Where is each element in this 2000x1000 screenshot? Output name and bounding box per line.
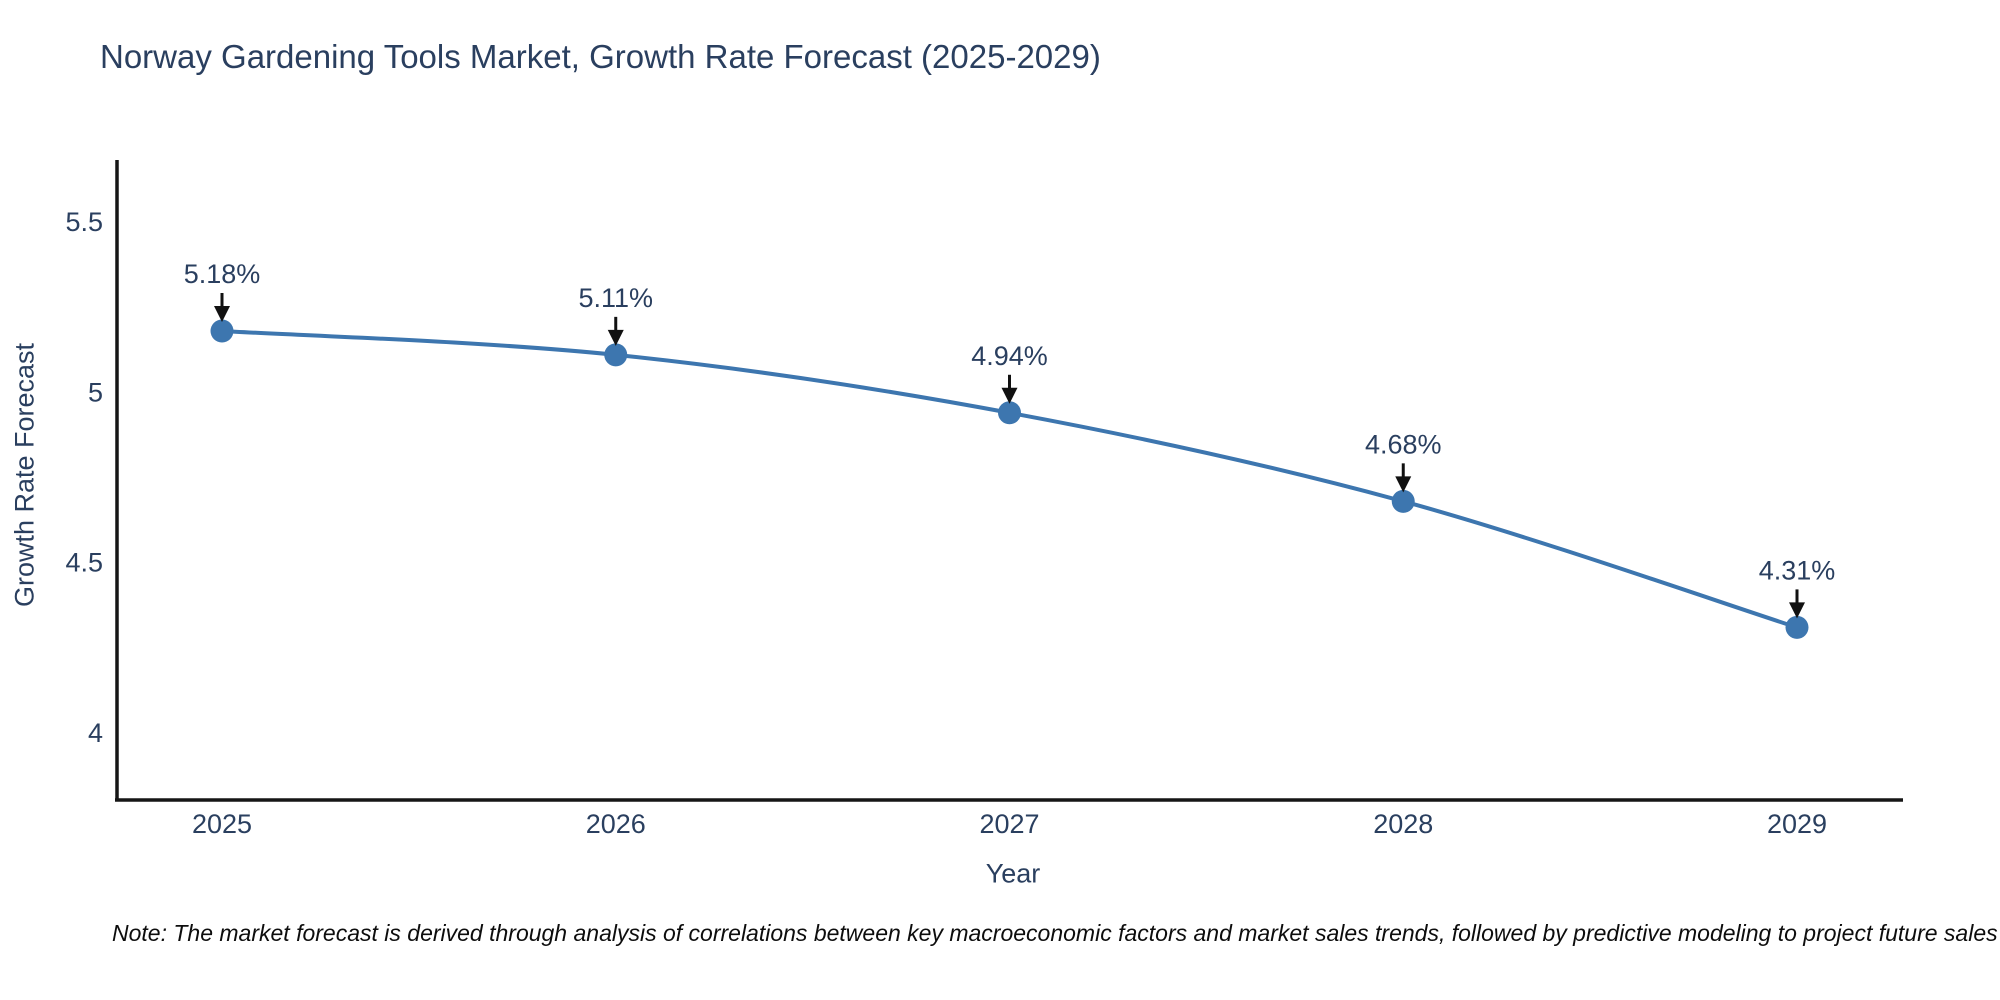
data-point-marker [998,401,1021,425]
y-tick-label: 4 [88,718,103,748]
data-point-marker [210,319,234,343]
annotation-label: 4.31% [1759,555,1836,585]
data-point-marker [604,343,628,367]
annotation-label: 5.11% [578,283,653,313]
chart-title: Norway Gardening Tools Market, Growth Ra… [100,38,1101,75]
x-tick-label: 2028 [1373,809,1433,839]
annotation-label: 4.68% [1365,429,1442,459]
annotation-label: 5.18% [184,259,261,289]
annotation-arrow-head [1001,387,1018,404]
x-tick-label: 2029 [1767,809,1827,839]
annotation-arrow-head [214,306,230,323]
y-tick-label: 5.5 [65,207,103,237]
x-axis-title: Year [985,858,1041,889]
y-tick-label: 4.5 [65,548,103,578]
annotation-arrow-head [1789,602,1805,619]
data-point-marker [1785,615,1809,639]
x-tick-label: 2025 [192,809,252,839]
annotation-label: 4.94% [971,341,1048,371]
chart-footnote: Note: The market forecast is derived thr… [112,920,1998,946]
x-tick-label: 2027 [979,809,1039,839]
annotation-arrow-head [607,329,624,346]
y-tick-label: 5 [88,377,103,407]
annotation-arrow-head [1395,476,1412,493]
x-tick-label: 2026 [586,809,646,839]
data-point-marker [1391,489,1415,513]
